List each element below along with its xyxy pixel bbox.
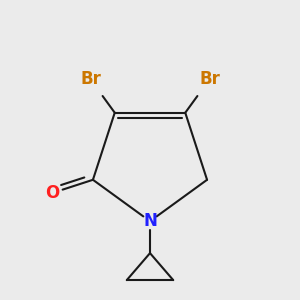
Text: O: O: [45, 184, 59, 202]
Text: N: N: [143, 212, 157, 230]
Text: Br: Br: [80, 70, 101, 88]
Text: Br: Br: [199, 70, 220, 88]
